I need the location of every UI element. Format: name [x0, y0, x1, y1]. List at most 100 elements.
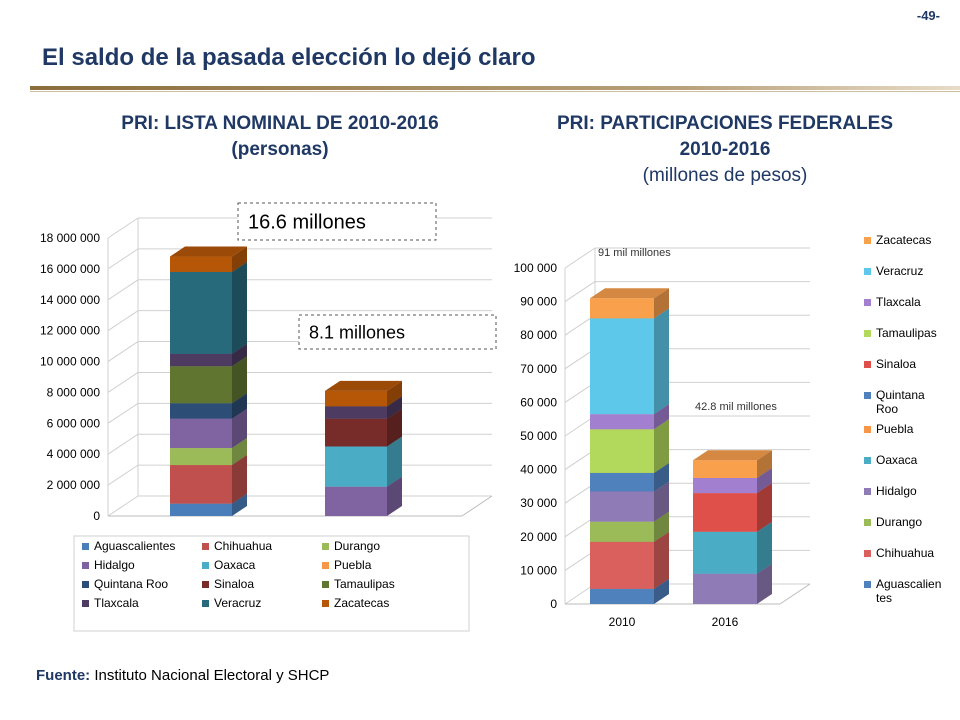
bar-segment-zacatecas-2016-top	[693, 450, 772, 461]
bar-segment-zacatecas-2010	[170, 256, 232, 272]
bar-segment-tamaulipas-2010-side	[654, 419, 669, 473]
bar-segment-sinaloa-2016	[693, 493, 757, 532]
right-chart-title-line2: 2010-2016	[679, 139, 771, 160]
bar-segment-veracruz-2010-side	[654, 308, 669, 415]
bar-segment-quintana-roo-2010-side	[232, 393, 247, 419]
legend-label-hidalgo: Hidalgo	[876, 484, 917, 498]
bar-segment-tlaxcala-2010	[170, 353, 232, 367]
legend-swatch-puebla	[864, 426, 871, 433]
legend-label-line: Roo	[876, 402, 898, 416]
y-tick-label: 30 000	[520, 496, 557, 510]
legend-label-puebla: Puebla	[334, 558, 372, 572]
legend-swatch-tlaxcala	[82, 600, 89, 607]
bar-segment-aguascalientes-2010-side	[232, 493, 247, 516]
legend-swatch-veracruz	[864, 268, 871, 275]
bar-segment-durango-2010-side	[654, 511, 669, 542]
gridline-depth	[107, 279, 139, 301]
bar-segment-oaxaca-2016	[325, 446, 387, 487]
bar-segment-veracruz-2010-side	[232, 261, 247, 354]
legend-swatch-veracruz	[202, 600, 209, 607]
legend-swatch-tamaulipas	[864, 330, 871, 337]
legend-label-chihuahua: Chihuahua	[876, 546, 934, 560]
gridline-depth	[107, 464, 139, 486]
bar-segment-veracruz-2010	[590, 318, 654, 415]
right-chart-title-line1: PRI: PARTICIPACIONES FEDERALES	[556, 113, 894, 134]
legend-label-sinaloa: Sinaloa	[876, 357, 916, 371]
callout-left-2010: 16.6 millones	[248, 212, 366, 234]
bar-segment-hidalgo-2016-side	[757, 563, 772, 604]
bar-segment-hidalgo-2010-side	[654, 481, 669, 522]
legend-swatch-sinaloa	[864, 361, 871, 368]
left-chart-title: PRI: LISTA NOMINAL DE 2010-2016 (persona…	[60, 111, 500, 163]
bar-segment-zacatecas-2010-side	[654, 288, 669, 319]
legend-swatch-durango	[322, 543, 329, 550]
legend-swatch-puebla	[322, 562, 329, 569]
legend-swatch-hidalgo	[82, 562, 89, 569]
gridline-depth	[107, 402, 139, 424]
legend-label-tamaulipas: Tamaulipas	[334, 577, 395, 591]
legend-label-durango: Durango	[334, 539, 380, 553]
legend-label-oaxaca: Oaxaca	[876, 453, 918, 467]
bar-segment-quintana-roo-2010	[170, 403, 232, 419]
y-tick-label: 16 000 000	[40, 262, 100, 276]
bar-segment-aguascalien-tes-2010-side	[654, 578, 669, 604]
y-tick-label: 14 000 000	[40, 293, 100, 307]
bar-segment-hidalgo-2016	[693, 573, 757, 604]
y-tick-label: 40 000	[520, 463, 557, 477]
legend-label-line: Aguascalien	[876, 577, 941, 591]
source-label: Fuente:	[36, 667, 91, 684]
legend-label-tlaxcala: Tlaxcala	[94, 596, 139, 610]
legend-swatch-tlaxcala	[864, 299, 871, 306]
bar-segment-zacatecas-2010-side	[232, 246, 247, 272]
left-chart-title-line1: PRI: LISTA NOMINAL DE 2010-2016	[121, 113, 439, 134]
legend-swatch-oaxaca	[202, 562, 209, 569]
y-tick-label: 20 000	[520, 530, 557, 544]
bar-segment-hidalgo-2016-side	[387, 476, 402, 516]
legend-swatch-tamaulipas	[322, 581, 329, 588]
bar-segment-hidalgo-2010	[170, 418, 232, 449]
floor-side-edge	[779, 583, 811, 605]
bar-segment-oaxaca-2016-side	[757, 521, 772, 574]
gridline-depth	[107, 217, 139, 239]
legend-swatch-oaxaca	[864, 457, 871, 464]
bar-segment-zacatecas-2016-side	[757, 450, 772, 478]
y-tick-label: 0	[93, 509, 100, 523]
bar-segment-durango-2010	[170, 448, 232, 466]
legend-swatch-zacatecas	[864, 237, 871, 244]
legend-label-hidalgo: Hidalgo	[94, 558, 135, 572]
legend-label-tamaulipas: Tamaulipas	[876, 326, 937, 340]
legend-swatch-quintana-roo	[864, 392, 871, 399]
bar-segment-chihuahua-2010-side	[654, 531, 669, 589]
gridline-depth	[564, 247, 596, 269]
legend-swatch-aguascalientes	[82, 543, 89, 550]
title-underline	[30, 86, 960, 90]
callout-right-2010: 91 mil millones	[598, 247, 671, 259]
x-tick-label: 2016	[712, 615, 739, 629]
title-underline-thin	[30, 91, 960, 92]
bar-segment-oaxaca-2016	[693, 531, 757, 574]
bar-segment-tlaxcala-2010-side	[654, 404, 669, 430]
gridline-depth	[107, 495, 139, 517]
y-tick-label: 50 000	[520, 429, 557, 443]
legend-label-oaxaca: Oaxaca	[214, 558, 256, 572]
bar-segment-zacatecas-2016-top	[325, 380, 402, 391]
page-number: -49-	[916, 8, 940, 23]
bar-segment-tlaxcala-2016-side	[387, 396, 402, 419]
y-tick-label: 10 000 000	[40, 355, 100, 369]
y-tick-label: 60 000	[520, 395, 557, 409]
y-tick-label: 18 000 000	[40, 231, 100, 245]
legend-label-line: Quintana	[876, 388, 925, 402]
legend-label-tlaxcala: Tlaxcala	[876, 295, 921, 309]
legend-label-aguascalientes: Aguascalientes	[94, 539, 175, 553]
callout-right-2016: 42.8 mil millones	[695, 401, 777, 413]
callout-left-2016: 8.1 millones	[309, 322, 405, 342]
y-tick-label: 70 000	[520, 362, 557, 376]
floor-side-edge	[461, 495, 493, 517]
bar-segment-tlaxcala-2016	[693, 478, 757, 494]
bar-segment-durango-2010	[590, 521, 654, 542]
bar-segment-zacatecas-2010	[590, 298, 654, 319]
slide-title: El saldo de la pasada elección lo dejó c…	[42, 44, 536, 71]
bar-segment-chihuahua-2010-side	[232, 455, 247, 504]
gridline-depth	[107, 433, 139, 455]
legend-label-quintana-roo: Quintana Roo	[876, 388, 925, 416]
